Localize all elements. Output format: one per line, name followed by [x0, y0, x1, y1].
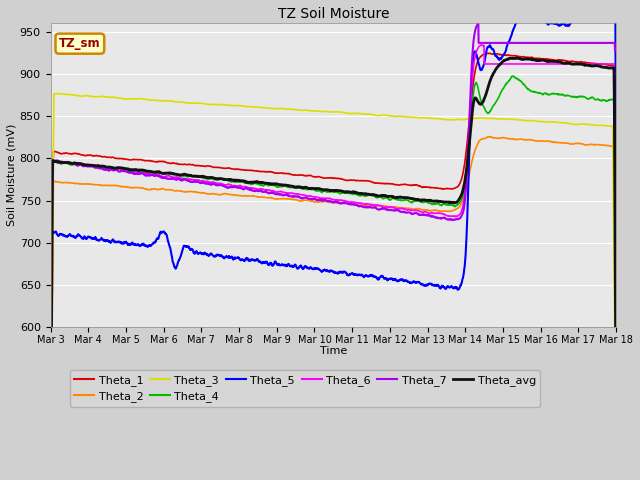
Theta_6 [612, 71, 620, 77]
Theta_7 [612, 48, 620, 53]
Theta_3 [596, 122, 604, 128]
Line: Theta_4: Theta_4 [51, 76, 616, 480]
Theta_7 [474, 21, 482, 27]
Theta_1 [492, 51, 500, 57]
Theta_3 [76, 93, 84, 99]
Theta_3 [596, 122, 604, 128]
Theta_5 [612, 287, 620, 293]
Theta_2 [76, 181, 83, 187]
Legend: Theta_1, Theta_2, Theta_3, Theta_4, Theta_5, Theta_6, Theta_7, Theta_avg: Theta_1, Theta_2, Theta_3, Theta_4, Thet… [70, 371, 540, 407]
Line: Theta_avg: Theta_avg [51, 58, 616, 474]
Theta_5 [307, 264, 314, 270]
Theta_3 [307, 108, 315, 114]
Theta_5 [492, 53, 500, 59]
Line: Theta_7: Theta_7 [51, 24, 616, 480]
Theta_1 [596, 61, 604, 67]
Theta_6 [596, 61, 604, 67]
Theta_avg [322, 187, 330, 192]
Theta_3 [612, 463, 620, 468]
Theta_7 [307, 196, 314, 202]
Theta_4 [612, 403, 620, 409]
Theta_6 [307, 193, 314, 199]
Theta_2 [484, 134, 492, 140]
Theta_2 [596, 142, 604, 148]
Theta_4 [76, 162, 83, 168]
Theta_avg [596, 63, 604, 69]
Theta_3 [54, 91, 61, 96]
Theta_7 [492, 40, 500, 46]
Theta_1 [612, 408, 620, 414]
Theta_4 [492, 99, 500, 105]
Theta_4 [596, 97, 604, 103]
Y-axis label: Soil Moisture (mV): Soil Moisture (mV) [7, 124, 17, 227]
Theta_2 [596, 142, 604, 148]
Line: Theta_1: Theta_1 [51, 53, 616, 480]
Theta_4 [322, 188, 330, 194]
Theta_3 [492, 116, 500, 122]
Theta_6 [47, 472, 54, 478]
Line: Theta_2: Theta_2 [51, 137, 616, 480]
Theta_7 [322, 197, 330, 203]
Theta_1 [307, 172, 314, 178]
Theta_4 [307, 186, 314, 192]
Theta_7 [76, 162, 83, 168]
Theta_2 [612, 453, 620, 458]
Theta_1 [596, 61, 604, 67]
Theta_6 [492, 61, 500, 67]
Theta_2 [492, 135, 500, 141]
Line: Theta_3: Theta_3 [51, 94, 616, 466]
Theta_4 [509, 73, 517, 79]
Theta_3 [322, 108, 330, 114]
Theta_2 [322, 199, 330, 204]
Theta_7 [596, 40, 604, 46]
Theta_avg [596, 63, 604, 69]
Theta_5 [322, 268, 330, 274]
Theta_avg [307, 186, 314, 192]
Theta_avg [492, 66, 500, 72]
Theta_2 [307, 198, 314, 204]
Theta_avg [512, 55, 520, 61]
Theta_3 [47, 445, 54, 451]
Line: Theta_6: Theta_6 [51, 45, 616, 475]
Text: TZ_sm: TZ_sm [59, 37, 100, 50]
Theta_avg [76, 161, 83, 167]
Theta_5 [76, 233, 83, 239]
Title: TZ Soil Moisture: TZ Soil Moisture [278, 7, 389, 21]
Line: Theta_5: Theta_5 [51, 0, 616, 480]
Theta_1 [76, 151, 83, 157]
Theta_1 [322, 175, 330, 181]
Theta_6 [477, 42, 485, 48]
Theta_avg [47, 471, 54, 477]
Theta_7 [596, 40, 604, 46]
X-axis label: Time: Time [320, 346, 347, 356]
Theta_6 [322, 195, 330, 201]
Theta_1 [484, 50, 492, 56]
Theta_6 [76, 161, 83, 167]
Theta_4 [596, 97, 604, 103]
Theta_avg [612, 422, 620, 428]
Theta_6 [596, 61, 604, 67]
